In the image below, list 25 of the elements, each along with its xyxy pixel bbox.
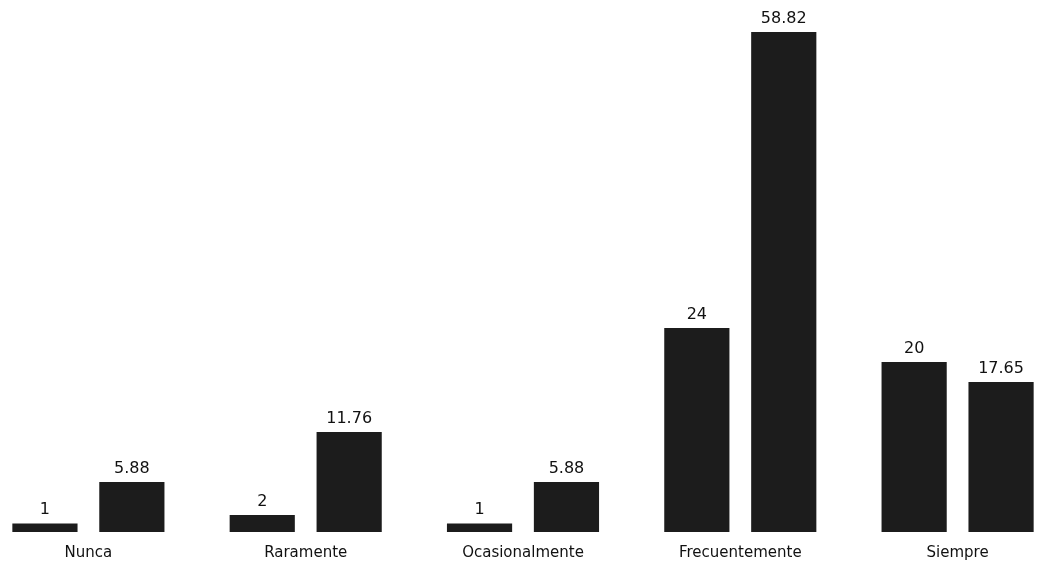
data-label: 1 bbox=[39, 499, 51, 519]
bar bbox=[99, 482, 165, 532]
data-label: 58.82 bbox=[760, 8, 807, 27]
bar bbox=[881, 361, 947, 532]
data-label: 2 bbox=[257, 491, 268, 510]
data-label: 17.65 bbox=[978, 357, 1024, 377]
data-label: 20 bbox=[903, 337, 925, 357]
data-label: 11.76 bbox=[326, 408, 373, 428]
bar bbox=[229, 515, 295, 532]
bar bbox=[533, 482, 600, 532]
data-label: 1 bbox=[474, 499, 485, 519]
x-tick-label: Nunca bbox=[64, 542, 113, 561]
bar bbox=[446, 523, 513, 532]
data-label: 5.88 bbox=[114, 458, 150, 478]
x-tick-label: Siempre bbox=[926, 542, 989, 561]
bar bbox=[968, 381, 1034, 532]
bar bbox=[12, 523, 78, 532]
x-tick-label: Frecuentemente bbox=[678, 542, 802, 561]
bar bbox=[751, 32, 817, 532]
x-tick-label: Ocasionalmente bbox=[462, 542, 584, 561]
x-tick-label: Raramente bbox=[264, 542, 348, 561]
bar bbox=[664, 327, 730, 532]
data-label: 5.88 bbox=[548, 458, 585, 478]
bar bbox=[316, 432, 382, 532]
data-label: 24 bbox=[686, 303, 708, 323]
